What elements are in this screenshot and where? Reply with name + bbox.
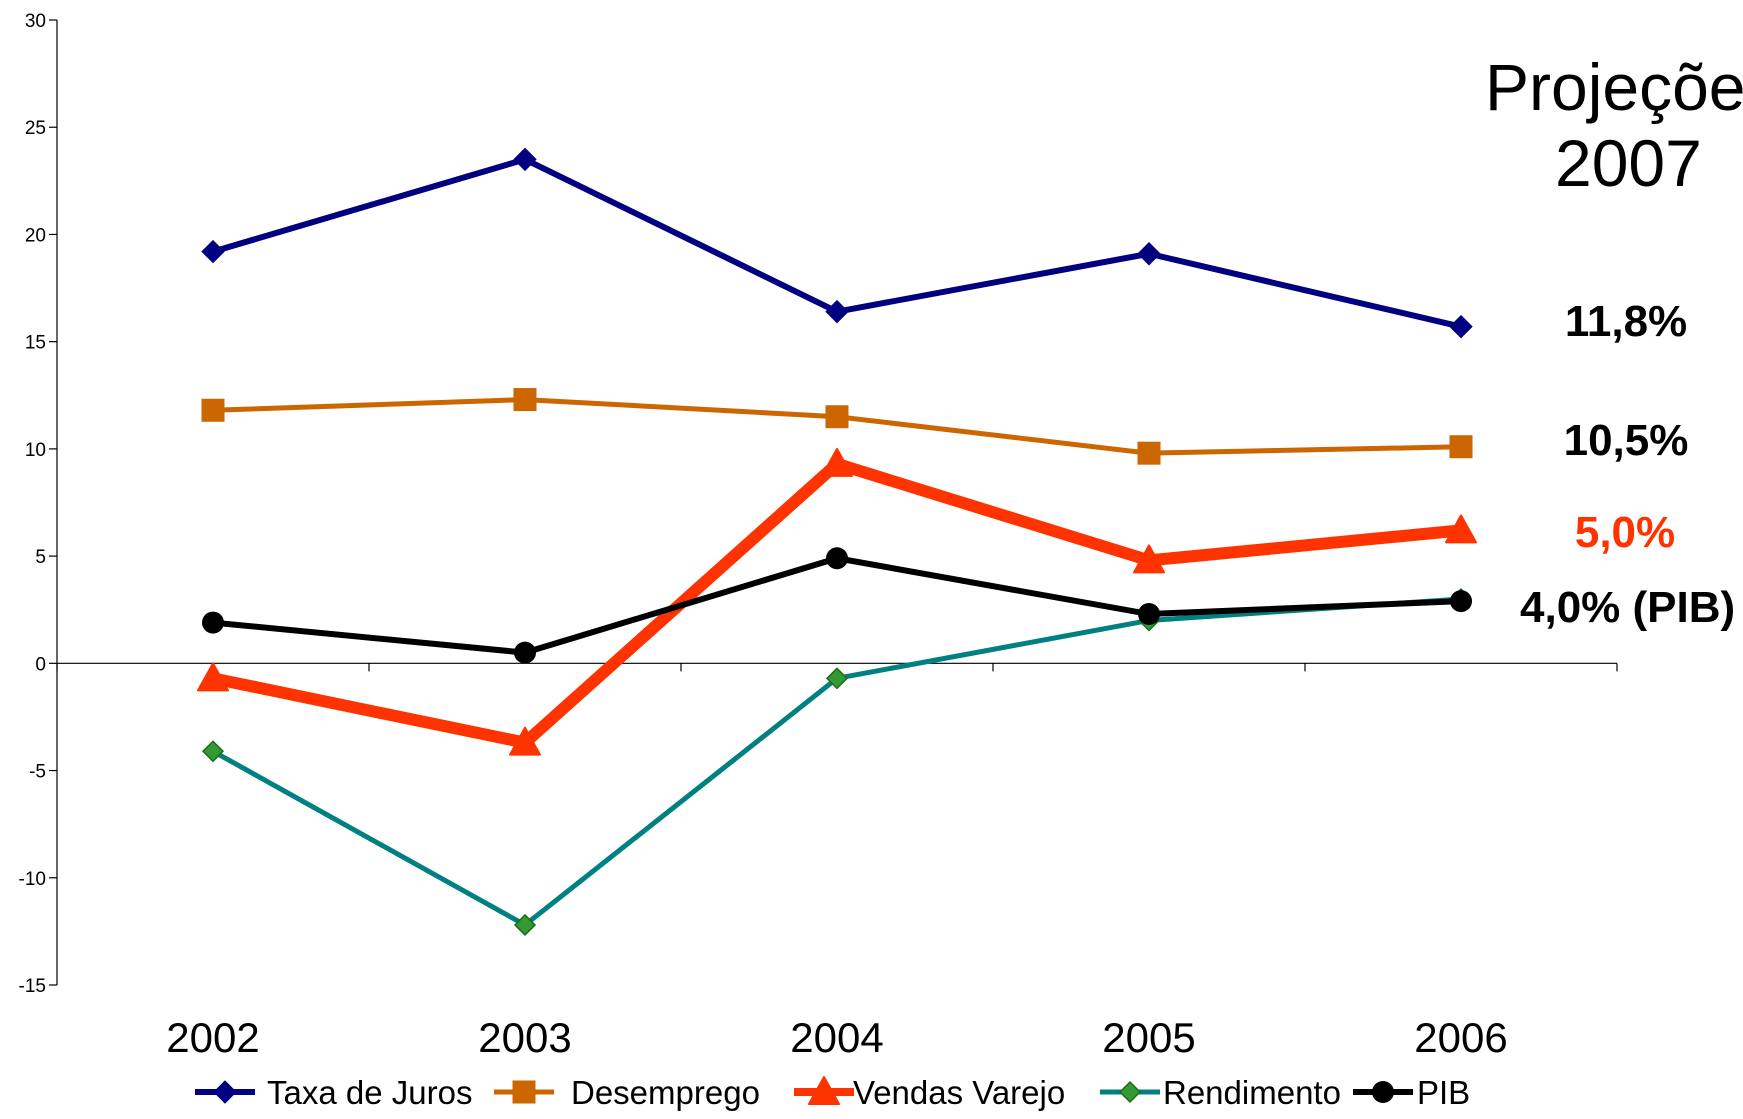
data-point-marker <box>213 1080 237 1104</box>
y-tick-label: 15 <box>25 333 46 354</box>
legend-item: Vendas Varejo <box>794 1074 1065 1111</box>
data-point-marker <box>808 1076 840 1105</box>
projection-value-label: 11,8% <box>1565 297 1687 346</box>
projection-value-label: 5,0% <box>1575 508 1675 557</box>
data-point-marker <box>201 398 225 422</box>
legend-item: PIB <box>1353 1074 1470 1111</box>
legend-label: PIB <box>1417 1074 1470 1111</box>
data-point-marker <box>1137 441 1161 465</box>
data-point-marker <box>825 299 849 324</box>
data-point-marker <box>513 913 537 937</box>
legend-item: Desemprego <box>494 1074 760 1111</box>
series-taxa-de-juros <box>201 147 1473 339</box>
projection-title-line2: 2007 <box>1555 126 1702 200</box>
data-point-marker <box>509 726 541 756</box>
projection-title-line1: Projeções <box>1485 50 1743 124</box>
series-layer <box>197 147 1477 937</box>
series-line <box>207 457 1467 749</box>
data-point-marker <box>1449 314 1473 339</box>
y-tick-label: 20 <box>25 225 46 246</box>
data-point-marker <box>1449 435 1473 459</box>
legend-label: Rendimento <box>1163 1074 1341 1111</box>
data-point-marker <box>201 740 225 763</box>
data-point-marker <box>514 641 536 664</box>
data-point-marker <box>1137 242 1161 266</box>
data-point-marker <box>1118 1080 1142 1104</box>
legend-item: Taxa de Juros <box>195 1074 472 1111</box>
y-tick-label: 10 <box>25 440 46 461</box>
y-tick-label: 30 <box>25 11 46 32</box>
x-tick-label: 2006 <box>1414 1014 1507 1061</box>
series-desemprego <box>201 388 1473 465</box>
y-tick-label: -5 <box>29 762 46 783</box>
legend-item: Rendimento <box>1100 1074 1341 1111</box>
data-point-marker <box>825 667 849 690</box>
series-line <box>210 555 1464 656</box>
projection-value-label: 4,0% (PIB) <box>1520 583 1735 632</box>
x-tick-label: 2005 <box>1102 1014 1195 1061</box>
data-point-marker <box>1138 603 1160 626</box>
y-tick-label: 0 <box>35 654 46 675</box>
y-tick-label: 25 <box>25 118 46 139</box>
y-tick-label: 5 <box>35 547 46 568</box>
data-point-marker <box>197 662 229 692</box>
legend-label: Vendas Varejo <box>853 1074 1065 1111</box>
legend-label: Desemprego <box>571 1074 760 1111</box>
projection-annotations: Projeções 2007 11,8% 10,5% 5,0% 4,0% (PIB) <box>1485 50 1743 632</box>
data-point-marker <box>1372 1081 1394 1103</box>
series-pib <box>202 547 1472 664</box>
legend: Taxa de Juros Desemprego Vendas Varejo Rend… <box>195 1074 1470 1111</box>
series-vendas-varejo <box>197 447 1477 756</box>
series-line <box>210 596 1464 928</box>
data-point-marker <box>512 1080 536 1104</box>
data-point-marker <box>826 547 848 570</box>
data-point-marker <box>513 388 537 412</box>
data-point-marker <box>1133 544 1165 574</box>
data-point-marker <box>1450 590 1472 613</box>
legend-label: Taxa de Juros <box>267 1074 472 1111</box>
data-point-marker <box>825 405 849 429</box>
y-tick-label: -10 <box>19 869 46 890</box>
data-point-marker <box>821 447 853 477</box>
axes-layer: -15 -10 -5 0 5 10 15 20 25 30 2002 2003 2004 2005 2006 <box>19 11 1618 1061</box>
x-tick-label: 2003 <box>478 1014 571 1061</box>
x-tick-label: 2002 <box>166 1014 259 1061</box>
data-point-marker <box>513 147 537 172</box>
data-point-marker <box>201 239 225 264</box>
projection-value-label: 10,5% <box>1564 416 1689 465</box>
data-point-marker <box>202 611 224 634</box>
y-tick-label: -15 <box>19 976 46 997</box>
x-tick-label: 2004 <box>790 1014 883 1061</box>
data-point-marker <box>1445 514 1477 544</box>
